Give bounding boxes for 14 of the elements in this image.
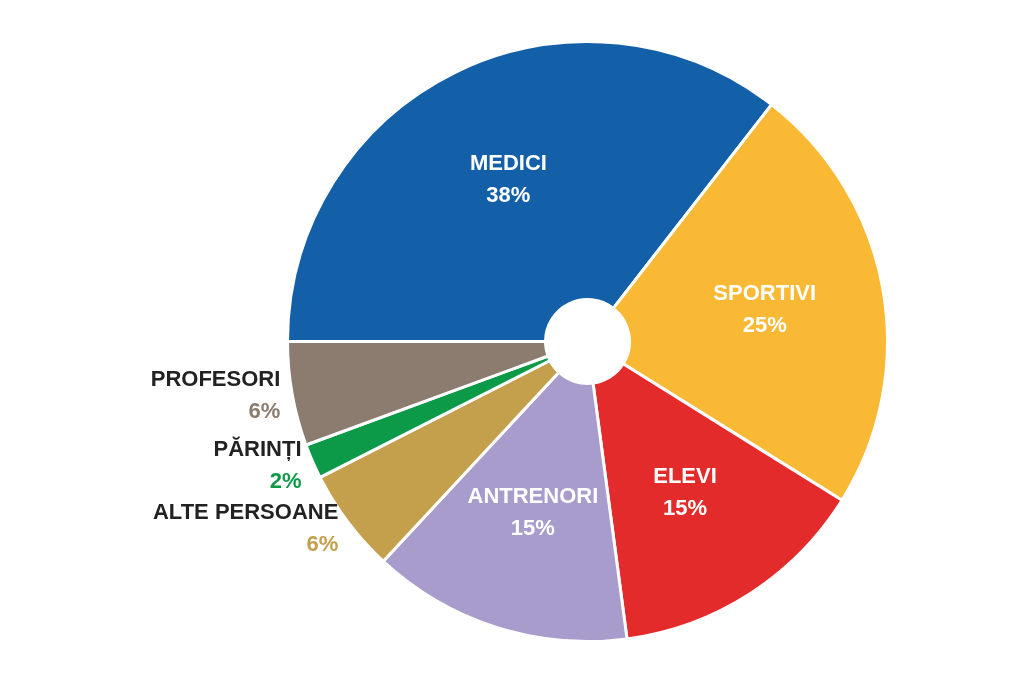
slice-label: ALTE PERSOANE	[152, 499, 339, 525]
data-label: 15%	[662, 494, 708, 520]
slice-label: MEDICI	[469, 149, 547, 175]
slice-label: PĂRINȚI	[213, 436, 302, 462]
slice-label: ELEVI	[653, 462, 717, 488]
data-label: 6%	[248, 398, 281, 424]
data-label: 38%	[486, 181, 531, 207]
slice-label: ANTRENORI	[467, 483, 599, 509]
data-label: 2%	[269, 468, 302, 494]
data-label: 25%	[742, 312, 787, 338]
slice-label: SPORTIVI	[713, 280, 817, 306]
slice-label: PROFESORI	[150, 366, 281, 392]
data-label: 6%	[306, 531, 339, 557]
data-label: 15%	[510, 515, 555, 541]
